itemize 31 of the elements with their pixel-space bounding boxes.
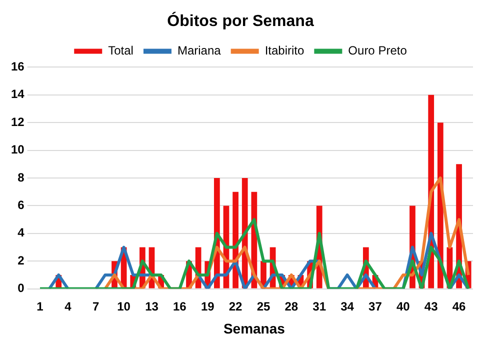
legend-label: Mariana	[177, 44, 222, 58]
y-tick-label: 0	[18, 281, 25, 296]
legend-label: Itabirito	[264, 44, 305, 58]
y-tick-label: 6	[18, 198, 25, 212]
x-tick-label: 16	[173, 299, 187, 314]
x-tick-label: 19	[200, 299, 215, 314]
y-tick-label: 14	[10, 87, 25, 102]
chart-title: Óbitos por Semana	[167, 11, 314, 30]
x-tick-label: 28	[284, 299, 298, 314]
x-tick-label: 22	[228, 299, 243, 314]
x-tick-label: 40	[396, 299, 410, 314]
legend-label: Ouro Preto	[348, 44, 408, 58]
x-tick-label: 7	[92, 299, 100, 314]
x-tick-label: 46	[452, 299, 466, 314]
y-tick-label: 16	[10, 60, 25, 74]
x-tick-label: 25	[256, 299, 270, 314]
y-tick-label: 10	[10, 142, 25, 157]
x-tick-label: 13	[145, 299, 159, 314]
y-tick-label: 12	[10, 114, 25, 129]
x-tick-label: 4	[64, 299, 72, 314]
x-tick-label: 34	[340, 299, 354, 314]
x-tick-label: 31	[312, 299, 326, 314]
legend-label: Total	[108, 44, 134, 58]
y-tick-label: 8	[18, 170, 25, 184]
x-tick-label: 43	[424, 299, 438, 314]
y-tick-label: 4	[18, 226, 25, 240]
x-tick-label: 37	[368, 299, 382, 314]
x-axis-title: Semanas	[223, 320, 286, 336]
x-tick-label: 10	[117, 299, 131, 314]
x-tick-label: 1	[36, 299, 44, 314]
y-tick-label: 2	[18, 253, 25, 268]
